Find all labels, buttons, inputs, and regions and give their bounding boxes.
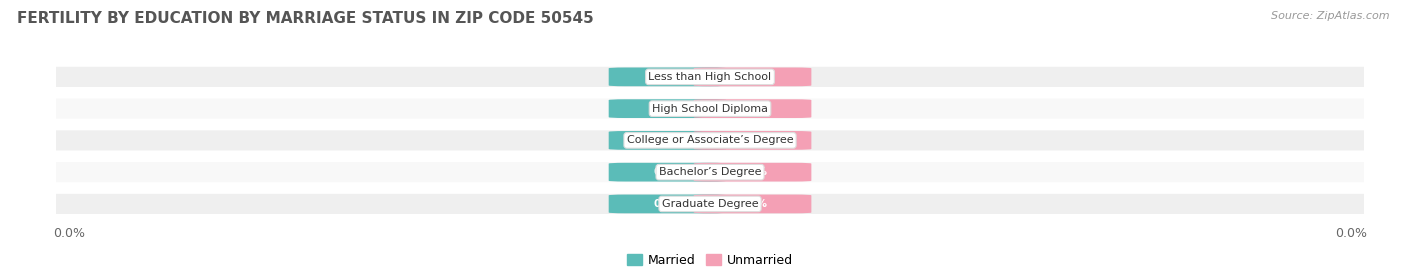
FancyBboxPatch shape bbox=[30, 97, 1391, 120]
Text: Graduate Degree: Graduate Degree bbox=[662, 199, 758, 209]
FancyBboxPatch shape bbox=[693, 195, 811, 213]
Text: 0.0%: 0.0% bbox=[738, 104, 768, 114]
Text: 0.0%: 0.0% bbox=[738, 135, 768, 146]
FancyBboxPatch shape bbox=[609, 195, 727, 213]
Text: 0.0%: 0.0% bbox=[652, 199, 682, 209]
Text: Bachelor’s Degree: Bachelor’s Degree bbox=[659, 167, 761, 177]
Text: FERTILITY BY EDUCATION BY MARRIAGE STATUS IN ZIP CODE 50545: FERTILITY BY EDUCATION BY MARRIAGE STATU… bbox=[17, 11, 593, 26]
FancyBboxPatch shape bbox=[609, 99, 727, 118]
FancyBboxPatch shape bbox=[693, 131, 811, 150]
Text: 0.0%: 0.0% bbox=[652, 135, 682, 146]
Text: College or Associate’s Degree: College or Associate’s Degree bbox=[627, 135, 793, 146]
Text: 0.0%: 0.0% bbox=[652, 72, 682, 82]
Text: 0.0%: 0.0% bbox=[738, 167, 768, 177]
Text: 0.0%: 0.0% bbox=[738, 72, 768, 82]
FancyBboxPatch shape bbox=[693, 163, 811, 181]
FancyBboxPatch shape bbox=[609, 68, 727, 86]
Text: Less than High School: Less than High School bbox=[648, 72, 772, 82]
FancyBboxPatch shape bbox=[30, 161, 1391, 183]
FancyBboxPatch shape bbox=[30, 193, 1391, 215]
Text: 0.0%: 0.0% bbox=[652, 104, 682, 114]
FancyBboxPatch shape bbox=[693, 99, 811, 118]
Text: 0.0%: 0.0% bbox=[652, 167, 682, 177]
Legend: Married, Unmarried: Married, Unmarried bbox=[621, 249, 799, 270]
FancyBboxPatch shape bbox=[693, 68, 811, 86]
FancyBboxPatch shape bbox=[609, 131, 727, 150]
Text: Source: ZipAtlas.com: Source: ZipAtlas.com bbox=[1271, 11, 1389, 21]
FancyBboxPatch shape bbox=[30, 66, 1391, 88]
FancyBboxPatch shape bbox=[30, 129, 1391, 151]
FancyBboxPatch shape bbox=[609, 163, 727, 181]
Text: 0.0%: 0.0% bbox=[738, 199, 768, 209]
Text: High School Diploma: High School Diploma bbox=[652, 104, 768, 114]
